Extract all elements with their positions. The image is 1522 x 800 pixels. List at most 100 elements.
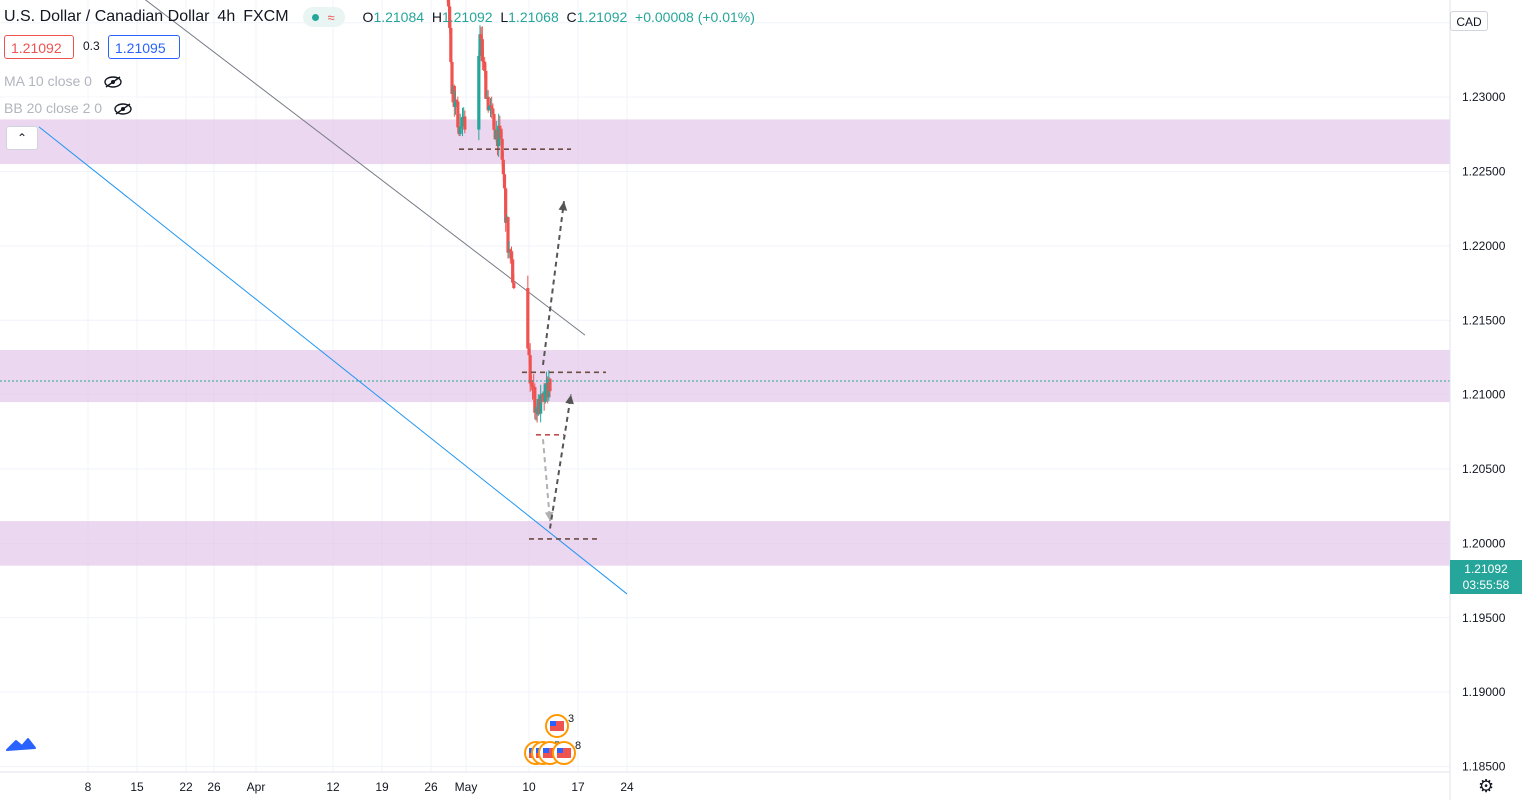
candle-down	[481, 61, 486, 63]
ohlc-values: O1.21084 H1.21092 L1.21068 C1.21092 +0.0…	[362, 9, 755, 25]
candle-down	[483, 61, 487, 71]
collapse-legend-button[interactable]: ⌃	[6, 126, 38, 150]
trend-lines	[38, 0, 628, 595]
candle-down	[452, 85, 456, 107]
eye-off-icon[interactable]	[114, 102, 132, 115]
indicator-label: MA 10 close 0	[4, 73, 92, 89]
candle-down	[506, 217, 510, 253]
time-tick-label: 10	[522, 780, 536, 794]
price-zone	[0, 119, 1450, 165]
candle-down	[527, 348, 531, 356]
candle-down	[511, 259, 515, 283]
candle-down	[449, 27, 453, 63]
time-tick-label: 24	[620, 780, 634, 794]
market-open-dot-icon	[312, 13, 320, 21]
candle-down	[491, 108, 495, 114]
candle-down	[448, 6, 452, 28]
projection-arrow	[549, 394, 572, 529]
price-change: +0.00008 (+0.01%)	[635, 9, 755, 25]
bar-countdown: 03:55:58	[1462, 578, 1510, 592]
chevron-up-icon: ⌃	[16, 131, 28, 145]
candle-down	[500, 138, 504, 160]
chart-legend-header: U.S. Dollar / Canadian Dollar 4h FXCM ≈ …	[4, 6, 755, 28]
price-tick-label: 1.23000	[1462, 90, 1506, 104]
indicator-bb[interactable]: BB 20 close 2 0	[4, 97, 139, 119]
symbol-name[interactable]: U.S. Dollar / Canadian Dollar	[4, 8, 210, 25]
candle-down	[446, 0, 451, 7]
time-tick-label: 15	[130, 780, 144, 794]
candle-down	[504, 188, 508, 223]
time-tick-label: 17	[571, 780, 585, 794]
price-tick-label: 1.22000	[1462, 239, 1506, 253]
time-tick-label: 19	[375, 780, 389, 794]
arrow-head	[544, 511, 554, 522]
channel-line-blue	[38, 126, 628, 595]
price-zone	[0, 350, 1450, 403]
tradingview-logo-icon[interactable]	[5, 734, 37, 754]
candle-down	[548, 378, 552, 392]
candle-down	[486, 96, 490, 111]
event-badges[interactable]: 38578	[524, 713, 581, 765]
candle-up	[539, 394, 543, 414]
current-price-value: 1.21092	[1464, 562, 1508, 576]
gear-icon[interactable]: ⚙	[1478, 776, 1495, 796]
candle-up	[477, 55, 481, 130]
price-zone	[0, 521, 1450, 566]
time-axis[interactable]: 8 15 22 26 Apr 12 19 26 May 10 17 24	[85, 780, 634, 794]
flag-stripes	[557, 748, 571, 758]
currency-label[interactable]: CAD	[1450, 11, 1488, 31]
wave-icon: ≈	[327, 9, 335, 25]
flag-stripes	[550, 721, 564, 731]
candle-down	[455, 100, 459, 102]
time-tick-label: Apr	[247, 780, 266, 794]
candle-down	[528, 355, 532, 384]
candle-down	[463, 116, 467, 130]
price-tick-label: 1.20000	[1462, 536, 1506, 550]
indicator-ma[interactable]: MA 10 close 0	[4, 70, 128, 92]
flag-stripes	[543, 748, 557, 758]
exchange: FXCM	[243, 8, 289, 25]
event-count: 3	[568, 713, 574, 725]
candle-down	[479, 34, 483, 40]
eye-off-icon[interactable]	[104, 75, 122, 88]
candle-down	[502, 174, 507, 189]
spread-value: 0.3	[83, 39, 100, 53]
current-price-label: 1.21092 03:55:58	[1450, 560, 1522, 594]
arrow-head	[558, 201, 568, 211]
candle-up	[460, 116, 465, 127]
candle-down	[492, 113, 496, 130]
candle-up	[543, 384, 547, 402]
projection-arrow	[542, 201, 565, 366]
candle-down	[499, 128, 503, 139]
arrow-head	[565, 394, 574, 405]
price-tick-label: 1.19000	[1462, 685, 1506, 699]
market-status-badge[interactable]: ≈	[302, 7, 345, 27]
interval[interactable]: 4h	[217, 8, 236, 25]
candle-up	[458, 126, 462, 134]
candle-down	[498, 125, 502, 129]
price-tick-label: 1.21000	[1462, 388, 1506, 402]
candle-down	[450, 62, 454, 94]
support-resistance-zones	[0, 119, 1450, 566]
candle-up	[478, 34, 482, 56]
candlesticks	[446, 0, 552, 423]
sell-price-button[interactable]: 1.21092	[4, 35, 74, 59]
candle-down	[456, 101, 460, 128]
projection-arrow	[542, 439, 551, 522]
candle-down	[508, 249, 512, 253]
flag-canton	[543, 748, 549, 753]
candle-up	[459, 126, 463, 128]
price-axis[interactable]: 1.23000 1.22500 1.22000 1.21500 1.21000 1.205…	[1462, 90, 1506, 773]
buy-price-button[interactable]: 1.21095	[108, 35, 180, 59]
projection-arrows	[542, 201, 574, 529]
price-tick-label: 1.20500	[1462, 462, 1506, 476]
time-tick-label: May	[455, 780, 478, 794]
price-tick-label: 1.22500	[1462, 165, 1506, 179]
time-tick-label: 26	[424, 780, 438, 794]
candle-down	[529, 383, 533, 386]
candle-up	[487, 106, 491, 111]
candle-up	[453, 100, 458, 107]
candle-up	[497, 125, 501, 147]
time-tick-label: 26	[207, 780, 221, 794]
